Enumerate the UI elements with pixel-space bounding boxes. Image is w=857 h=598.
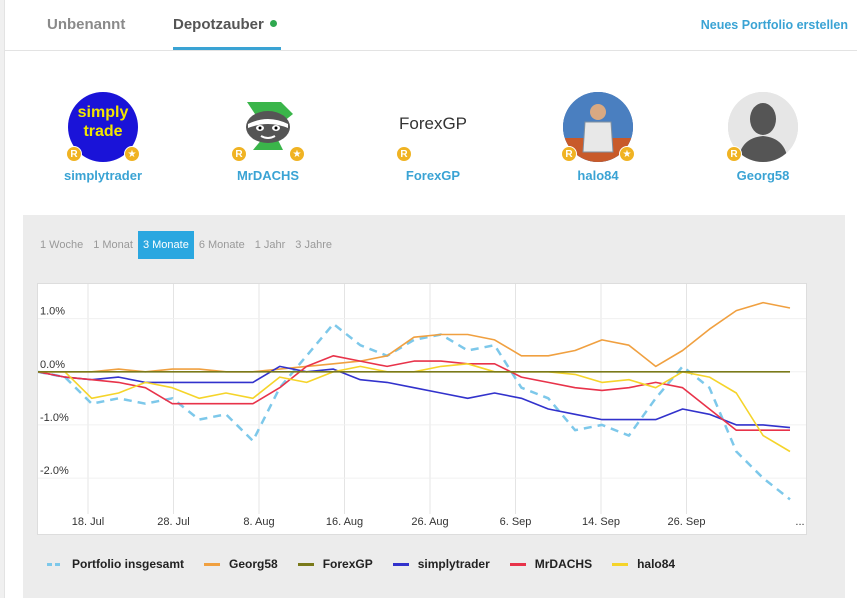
legend-item[interactable]: Portfolio insgesamt <box>47 557 184 571</box>
avatar-logo-text: ForexGP <box>398 114 468 133</box>
performance-chart: 18. Jul 28. Jul 8. Aug 16. Aug 26. Aug 6. Sep… <box>37 283 807 535</box>
member-name[interactable]: simplytrader <box>63 168 143 183</box>
chart-legend: Portfolio insgesamt Georg58 ForexGP simp… <box>47 557 695 571</box>
range-3-monate[interactable]: 3 Monate <box>137 231 194 259</box>
active-status-dot <box>269 19 277 27</box>
member-name[interactable]: Georg58 <box>736 168 790 183</box>
avatar[interactable]: R ★ <box>231 92 305 162</box>
rating-badge-icon: R <box>231 146 247 162</box>
legend-swatch <box>392 562 409 566</box>
new-portfolio-link[interactable]: Neues Portfolio erstellen <box>700 18 848 32</box>
x-tick-label: 18. Jul <box>72 516 104 528</box>
member-simplytrader[interactable]: simply trade R ★ simplytrader <box>48 92 158 183</box>
series-line-halo84 <box>38 363 791 453</box>
legend-swatch <box>204 562 221 566</box>
member-name[interactable]: MrDACHS <box>236 168 300 183</box>
x-tick-label: 28. Jul <box>157 516 189 528</box>
x-tick-label: 16. Aug <box>326 516 363 528</box>
series-line-simplytrader <box>37 365 791 429</box>
range-1-jahr[interactable]: 1 Jahr <box>254 239 286 251</box>
avatar[interactable]: simply trade R ★ <box>66 92 140 162</box>
x-tick-label: 6. Sep <box>500 516 532 528</box>
y-tick-label: -1.0% <box>40 412 69 424</box>
y-tick-label: 1.0% <box>40 306 65 318</box>
legend-label: ForexGP <box>322 557 373 571</box>
member-georg58[interactable]: R Georg58 <box>708 92 818 183</box>
y-tick-label: 0.0% <box>40 359 65 371</box>
legend-item[interactable]: ForexGP <box>297 557 373 571</box>
time-range-selector: 1 Woche 1 Monat 3 Monate 6 Monate 1 Jahr… <box>35 231 337 259</box>
avatar[interactable]: R ★ <box>561 92 635 162</box>
legend-swatch <box>612 562 629 566</box>
x-tick-label: ... <box>795 516 804 528</box>
rating-badge-icon: R <box>66 146 82 162</box>
star-badge-icon: ★ <box>289 146 305 162</box>
portfolio-card: Unbenannt Depotzauber Neues Portfolio er… <box>4 0 857 598</box>
legend-label: halo84 <box>637 557 676 571</box>
legend-item[interactable]: halo84 <box>612 557 675 571</box>
x-tick-label: 26. Aug <box>411 516 448 528</box>
legend-swatch-dashed <box>47 562 63 566</box>
range-3-jahre[interactable]: 3 Jahre <box>295 239 332 251</box>
legend-label: Portfolio insgesamt <box>72 557 185 571</box>
legend-item[interactable]: simplytrader <box>392 557 490 571</box>
legend-swatch <box>509 562 526 566</box>
star-badge-icon: ★ <box>619 146 635 162</box>
legend-label: simplytrader <box>417 557 490 571</box>
legend-label: MrDACHS <box>534 557 593 571</box>
tab-unbenannt[interactable]: Unbenannt <box>47 16 126 33</box>
badger-logo-icon <box>246 102 293 150</box>
rating-badge-icon: R <box>726 146 742 162</box>
member-mrdachs[interactable]: R ★ MrDACHS <box>213 92 323 183</box>
range-6-monate[interactable]: 6 Monate <box>198 239 245 251</box>
y-tick-label: -2.0% <box>40 465 69 477</box>
member-name[interactable]: ForexGP <box>405 168 461 183</box>
avatar-logo-text: simply trade <box>77 104 129 140</box>
member-forexgp[interactable]: ForexGP R ForexGP <box>378 92 488 183</box>
performance-chart-svg: 18. Jul 28. Jul 8. Aug 16. Aug 26. Aug 6. Sep… <box>37 284 806 528</box>
legend-item[interactable]: Georg58 <box>204 557 278 571</box>
legend-item[interactable]: MrDACHS <box>509 557 593 571</box>
portfolio-tabs: Unbenannt Depotzauber Neues Portfolio er… <box>5 0 857 51</box>
active-tab-indicator <box>173 47 281 50</box>
x-tick-label: 26. Sep <box>668 516 706 528</box>
rating-badge-icon: R <box>561 146 577 162</box>
avatar[interactable]: ForexGP R <box>396 92 468 162</box>
star-badge-icon: ★ <box>124 146 140 162</box>
member-halo84[interactable]: R ★ halo84 <box>543 92 653 183</box>
member-name[interactable]: halo84 <box>577 168 619 183</box>
range-1-woche[interactable]: 1 Woche <box>40 239 84 251</box>
performance-chart-panel: 1 Woche 1 Monat 3 Monate 6 Monate 1 Jahr… <box>23 215 845 598</box>
legend-label: Georg58 <box>229 557 278 571</box>
avatar[interactable]: R <box>726 92 798 162</box>
x-tick-label: 14. Sep <box>582 516 620 528</box>
rating-badge-icon: R <box>396 146 412 162</box>
range-1-monat[interactable]: 1 Monat <box>93 239 133 251</box>
tab-depotzauber[interactable]: Depotzauber <box>173 16 277 33</box>
x-tick-label: 8. Aug <box>243 516 274 528</box>
legend-swatch <box>297 562 314 566</box>
series-line-mrdachs <box>37 355 790 431</box>
series-line-georg58 <box>38 301 791 373</box>
